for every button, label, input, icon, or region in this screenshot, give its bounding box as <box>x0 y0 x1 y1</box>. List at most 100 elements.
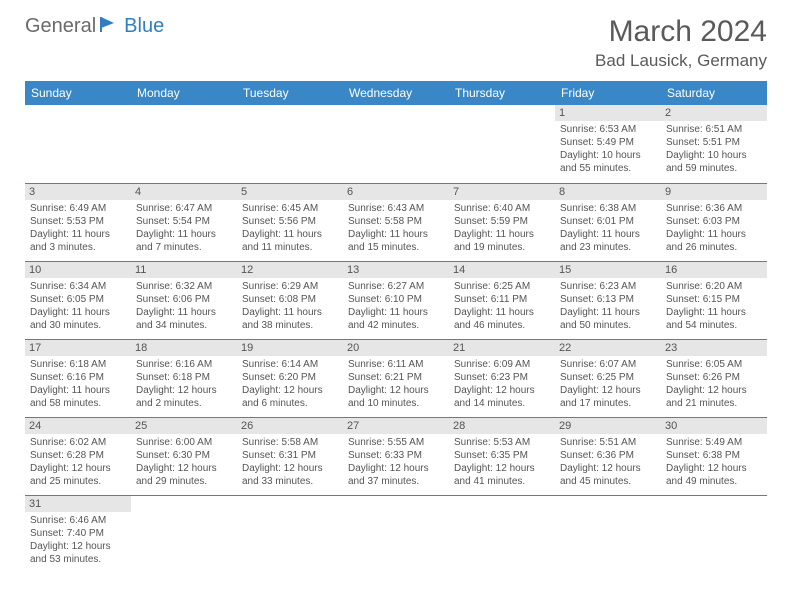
day-number: 17 <box>25 340 131 356</box>
cell-line: Daylight: 11 hours <box>348 228 444 241</box>
cell-line: Sunset: 6:11 PM <box>454 293 550 306</box>
weekday-header: Friday <box>555 81 661 105</box>
cell-line: Daylight: 12 hours <box>136 384 232 397</box>
calendar-cell: 3Sunrise: 6:49 AMSunset: 5:53 PMDaylight… <box>25 183 131 261</box>
cell-line: Sunrise: 6:32 AM <box>136 280 232 293</box>
cell-line: and 42 minutes. <box>348 319 444 332</box>
cell-line: Sunrise: 6:20 AM <box>666 280 762 293</box>
cell-line: Sunrise: 6:51 AM <box>666 123 762 136</box>
day-number: 21 <box>449 340 555 356</box>
title-block: March 2024 Bad Lausick, Germany <box>595 15 767 71</box>
day-number: 18 <box>131 340 237 356</box>
cell-line: Sunrise: 5:49 AM <box>666 436 762 449</box>
cell-line: Sunrise: 6:29 AM <box>242 280 338 293</box>
cell-line: and 23 minutes. <box>560 241 656 254</box>
cell-line: Sunrise: 6:47 AM <box>136 202 232 215</box>
cell-line: Sunrise: 5:55 AM <box>348 436 444 449</box>
cell-line: Sunset: 6:21 PM <box>348 371 444 384</box>
cell-line: Sunrise: 6:23 AM <box>560 280 656 293</box>
calendar-cell <box>25 105 131 183</box>
cell-line: Sunset: 5:59 PM <box>454 215 550 228</box>
cell-line: Sunset: 6:26 PM <box>666 371 762 384</box>
cell-line: Sunrise: 6:25 AM <box>454 280 550 293</box>
cell-line: and 2 minutes. <box>136 397 232 410</box>
day-number: 20 <box>343 340 449 356</box>
calendar-cell: 19Sunrise: 6:14 AMSunset: 6:20 PMDayligh… <box>237 339 343 417</box>
calendar-body: 1Sunrise: 6:53 AMSunset: 5:49 PMDaylight… <box>25 105 767 573</box>
calendar-cell: 11Sunrise: 6:32 AMSunset: 6:06 PMDayligh… <box>131 261 237 339</box>
cell-line: and 7 minutes. <box>136 241 232 254</box>
cell-line: Sunset: 6:33 PM <box>348 449 444 462</box>
cell-line: Sunset: 6:30 PM <box>136 449 232 462</box>
day-number: 12 <box>237 262 343 278</box>
day-number: 27 <box>343 418 449 434</box>
calendar-cell <box>343 495 449 573</box>
cell-line: Sunset: 6:03 PM <box>666 215 762 228</box>
calendar-cell: 21Sunrise: 6:09 AMSunset: 6:23 PMDayligh… <box>449 339 555 417</box>
cell-line: and 53 minutes. <box>30 553 126 566</box>
location: Bad Lausick, Germany <box>595 51 767 71</box>
cell-line: Sunset: 6:23 PM <box>454 371 550 384</box>
header: General Blue March 2024 Bad Lausick, Ger… <box>0 0 792 76</box>
calendar-cell: 9Sunrise: 6:36 AMSunset: 6:03 PMDaylight… <box>661 183 767 261</box>
cell-line: Sunset: 6:16 PM <box>30 371 126 384</box>
cell-line: Sunset: 6:36 PM <box>560 449 656 462</box>
cell-line: Daylight: 11 hours <box>242 306 338 319</box>
day-number: 9 <box>661 184 767 200</box>
day-number: 10 <box>25 262 131 278</box>
cell-line: Daylight: 11 hours <box>136 228 232 241</box>
day-number: 2 <box>661 105 767 121</box>
cell-line: Sunrise: 6:14 AM <box>242 358 338 371</box>
calendar-cell <box>131 105 237 183</box>
cell-line: Sunrise: 5:51 AM <box>560 436 656 449</box>
cell-line: and 50 minutes. <box>560 319 656 332</box>
cell-line: Sunrise: 6:43 AM <box>348 202 444 215</box>
day-number: 5 <box>237 184 343 200</box>
cell-line: Sunset: 6:15 PM <box>666 293 762 306</box>
day-number: 23 <box>661 340 767 356</box>
cell-line: and 37 minutes. <box>348 475 444 488</box>
cell-line: Daylight: 11 hours <box>560 228 656 241</box>
calendar-cell: 5Sunrise: 6:45 AMSunset: 5:56 PMDaylight… <box>237 183 343 261</box>
day-number: 25 <box>131 418 237 434</box>
calendar-cell: 15Sunrise: 6:23 AMSunset: 6:13 PMDayligh… <box>555 261 661 339</box>
calendar-cell: 29Sunrise: 5:51 AMSunset: 6:36 PMDayligh… <box>555 417 661 495</box>
logo: General Blue <box>25 15 164 38</box>
day-number: 3 <box>25 184 131 200</box>
cell-line: Sunrise: 6:38 AM <box>560 202 656 215</box>
cell-line: Sunset: 6:20 PM <box>242 371 338 384</box>
day-number: 6 <box>343 184 449 200</box>
cell-line: Sunrise: 6:36 AM <box>666 202 762 215</box>
calendar-cell: 26Sunrise: 5:58 AMSunset: 6:31 PMDayligh… <box>237 417 343 495</box>
cell-line: Sunrise: 6:16 AM <box>136 358 232 371</box>
cell-line: Daylight: 12 hours <box>242 462 338 475</box>
calendar-cell: 13Sunrise: 6:27 AMSunset: 6:10 PMDayligh… <box>343 261 449 339</box>
cell-line: and 17 minutes. <box>560 397 656 410</box>
calendar-cell <box>449 105 555 183</box>
calendar-table: SundayMondayTuesdayWednesdayThursdayFrid… <box>25 81 767 573</box>
calendar-cell: 12Sunrise: 6:29 AMSunset: 6:08 PMDayligh… <box>237 261 343 339</box>
calendar-cell: 25Sunrise: 6:00 AMSunset: 6:30 PMDayligh… <box>131 417 237 495</box>
cell-line: Daylight: 12 hours <box>30 540 126 553</box>
cell-line: Daylight: 12 hours <box>454 384 550 397</box>
day-number: 26 <box>237 418 343 434</box>
cell-line: Daylight: 11 hours <box>30 384 126 397</box>
cell-line: Sunset: 5:51 PM <box>666 136 762 149</box>
cell-line: Daylight: 11 hours <box>30 228 126 241</box>
day-number: 13 <box>343 262 449 278</box>
cell-line: Daylight: 12 hours <box>30 462 126 475</box>
cell-line: Sunrise: 6:18 AM <box>30 358 126 371</box>
calendar-cell: 30Sunrise: 5:49 AMSunset: 6:38 PMDayligh… <box>661 417 767 495</box>
cell-line: Daylight: 12 hours <box>454 462 550 475</box>
cell-line: Daylight: 11 hours <box>454 306 550 319</box>
cell-line: Sunrise: 6:27 AM <box>348 280 444 293</box>
logo-text-blue: Blue <box>124 15 164 38</box>
day-number: 29 <box>555 418 661 434</box>
cell-line: Sunset: 6:06 PM <box>136 293 232 306</box>
calendar-cell: 4Sunrise: 6:47 AMSunset: 5:54 PMDaylight… <box>131 183 237 261</box>
calendar-cell: 2Sunrise: 6:51 AMSunset: 5:51 PMDaylight… <box>661 105 767 183</box>
calendar-cell <box>661 495 767 573</box>
calendar-cell <box>343 105 449 183</box>
cell-line: and 45 minutes. <box>560 475 656 488</box>
cell-line: and 54 minutes. <box>666 319 762 332</box>
